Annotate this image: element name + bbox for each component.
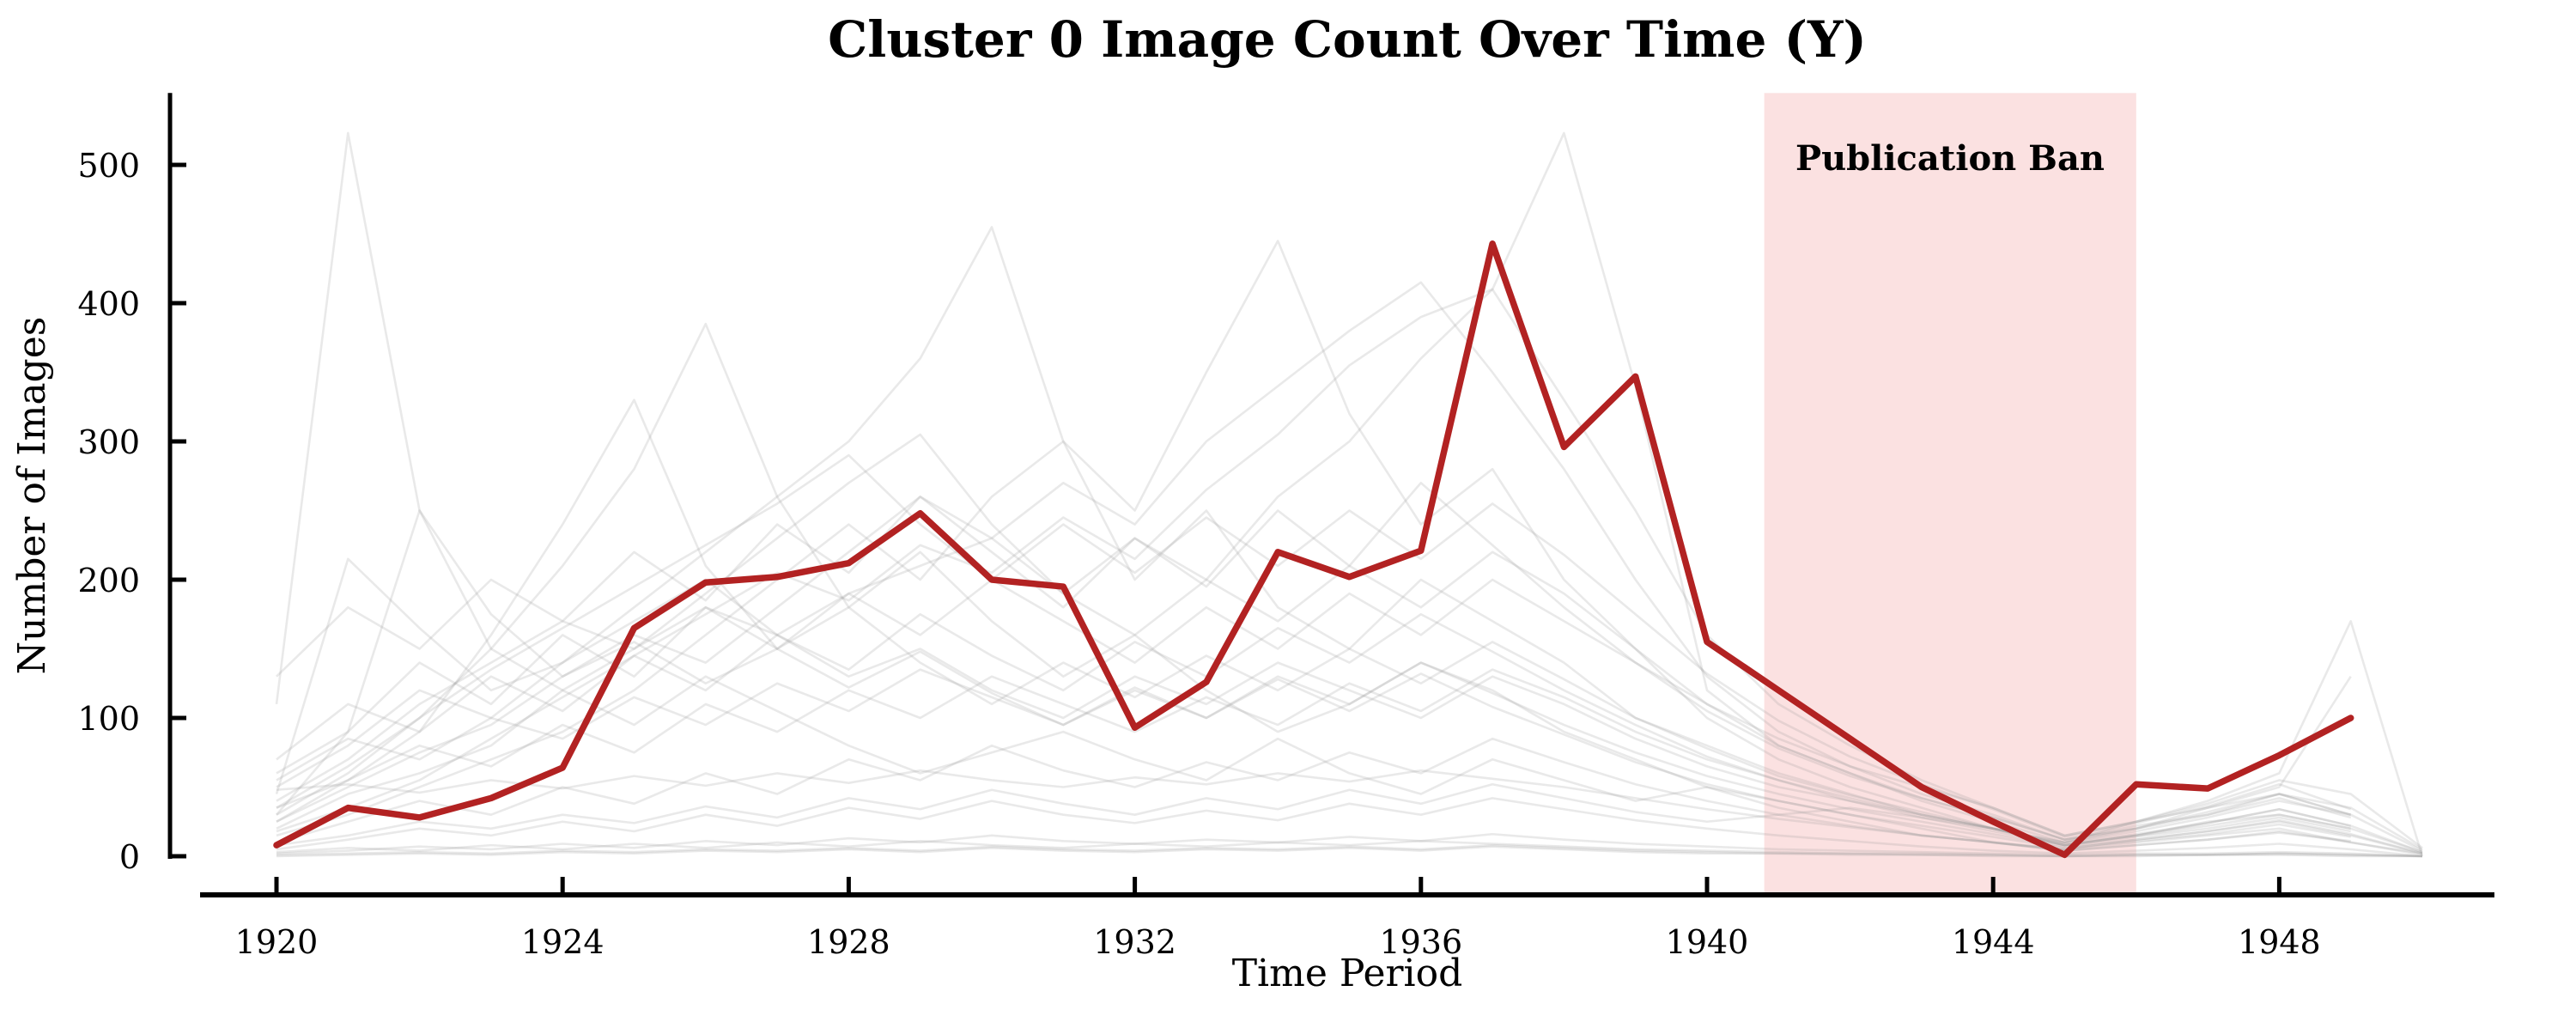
background-line [276, 226, 2423, 854]
background-line [276, 668, 2351, 847]
background-line [276, 453, 2352, 838]
x-tick-label: 1928 [807, 923, 890, 961]
y-tick-label: 400 [77, 285, 140, 323]
y-tick-label: 500 [77, 147, 140, 185]
x-tick-label: 1944 [1952, 923, 2035, 961]
background-line [275, 131, 2423, 855]
y-tick-label: 200 [77, 562, 140, 599]
x-tick-label: 1936 [1379, 923, 1462, 961]
background-line [276, 433, 2352, 841]
y-tick-label: 100 [77, 700, 140, 738]
publication-ban-label: Publication Ban [1795, 138, 2105, 179]
publication-ban-region [1764, 93, 2136, 893]
background-line [276, 769, 2351, 852]
axes-layer: 1920 1924 1928 1932 1936 1940 1944 1948 0 100 200 3… [77, 93, 2494, 961]
background-line [276, 612, 2351, 847]
background-line [276, 240, 2351, 844]
highlight-line [273, 240, 2354, 859]
x-axis-title: Time Period [1232, 952, 1463, 995]
background-line [276, 398, 2423, 854]
background-line [276, 322, 2423, 855]
x-tick-label: 1948 [2238, 923, 2321, 961]
x-tick-label: 1932 [1093, 923, 1176, 961]
x-tick-label: 1920 [235, 923, 319, 961]
background-line [276, 481, 2352, 841]
background-line [275, 557, 2351, 847]
background-line [276, 661, 2423, 855]
x-tick-label: 1940 [1666, 923, 1749, 961]
x-tick-label: 1924 [521, 923, 605, 961]
chart-title: Cluster 0 Image Count Over Time (Y) [828, 10, 1867, 69]
y-tick-label: 0 [119, 838, 140, 876]
y-tick-label: 300 [77, 423, 140, 461]
highlight-line-layer [273, 240, 2354, 859]
background-line [276, 578, 2423, 852]
background-line [276, 619, 2424, 857]
background-line [276, 288, 2423, 849]
y-axis-title: Number of Images [10, 317, 54, 675]
